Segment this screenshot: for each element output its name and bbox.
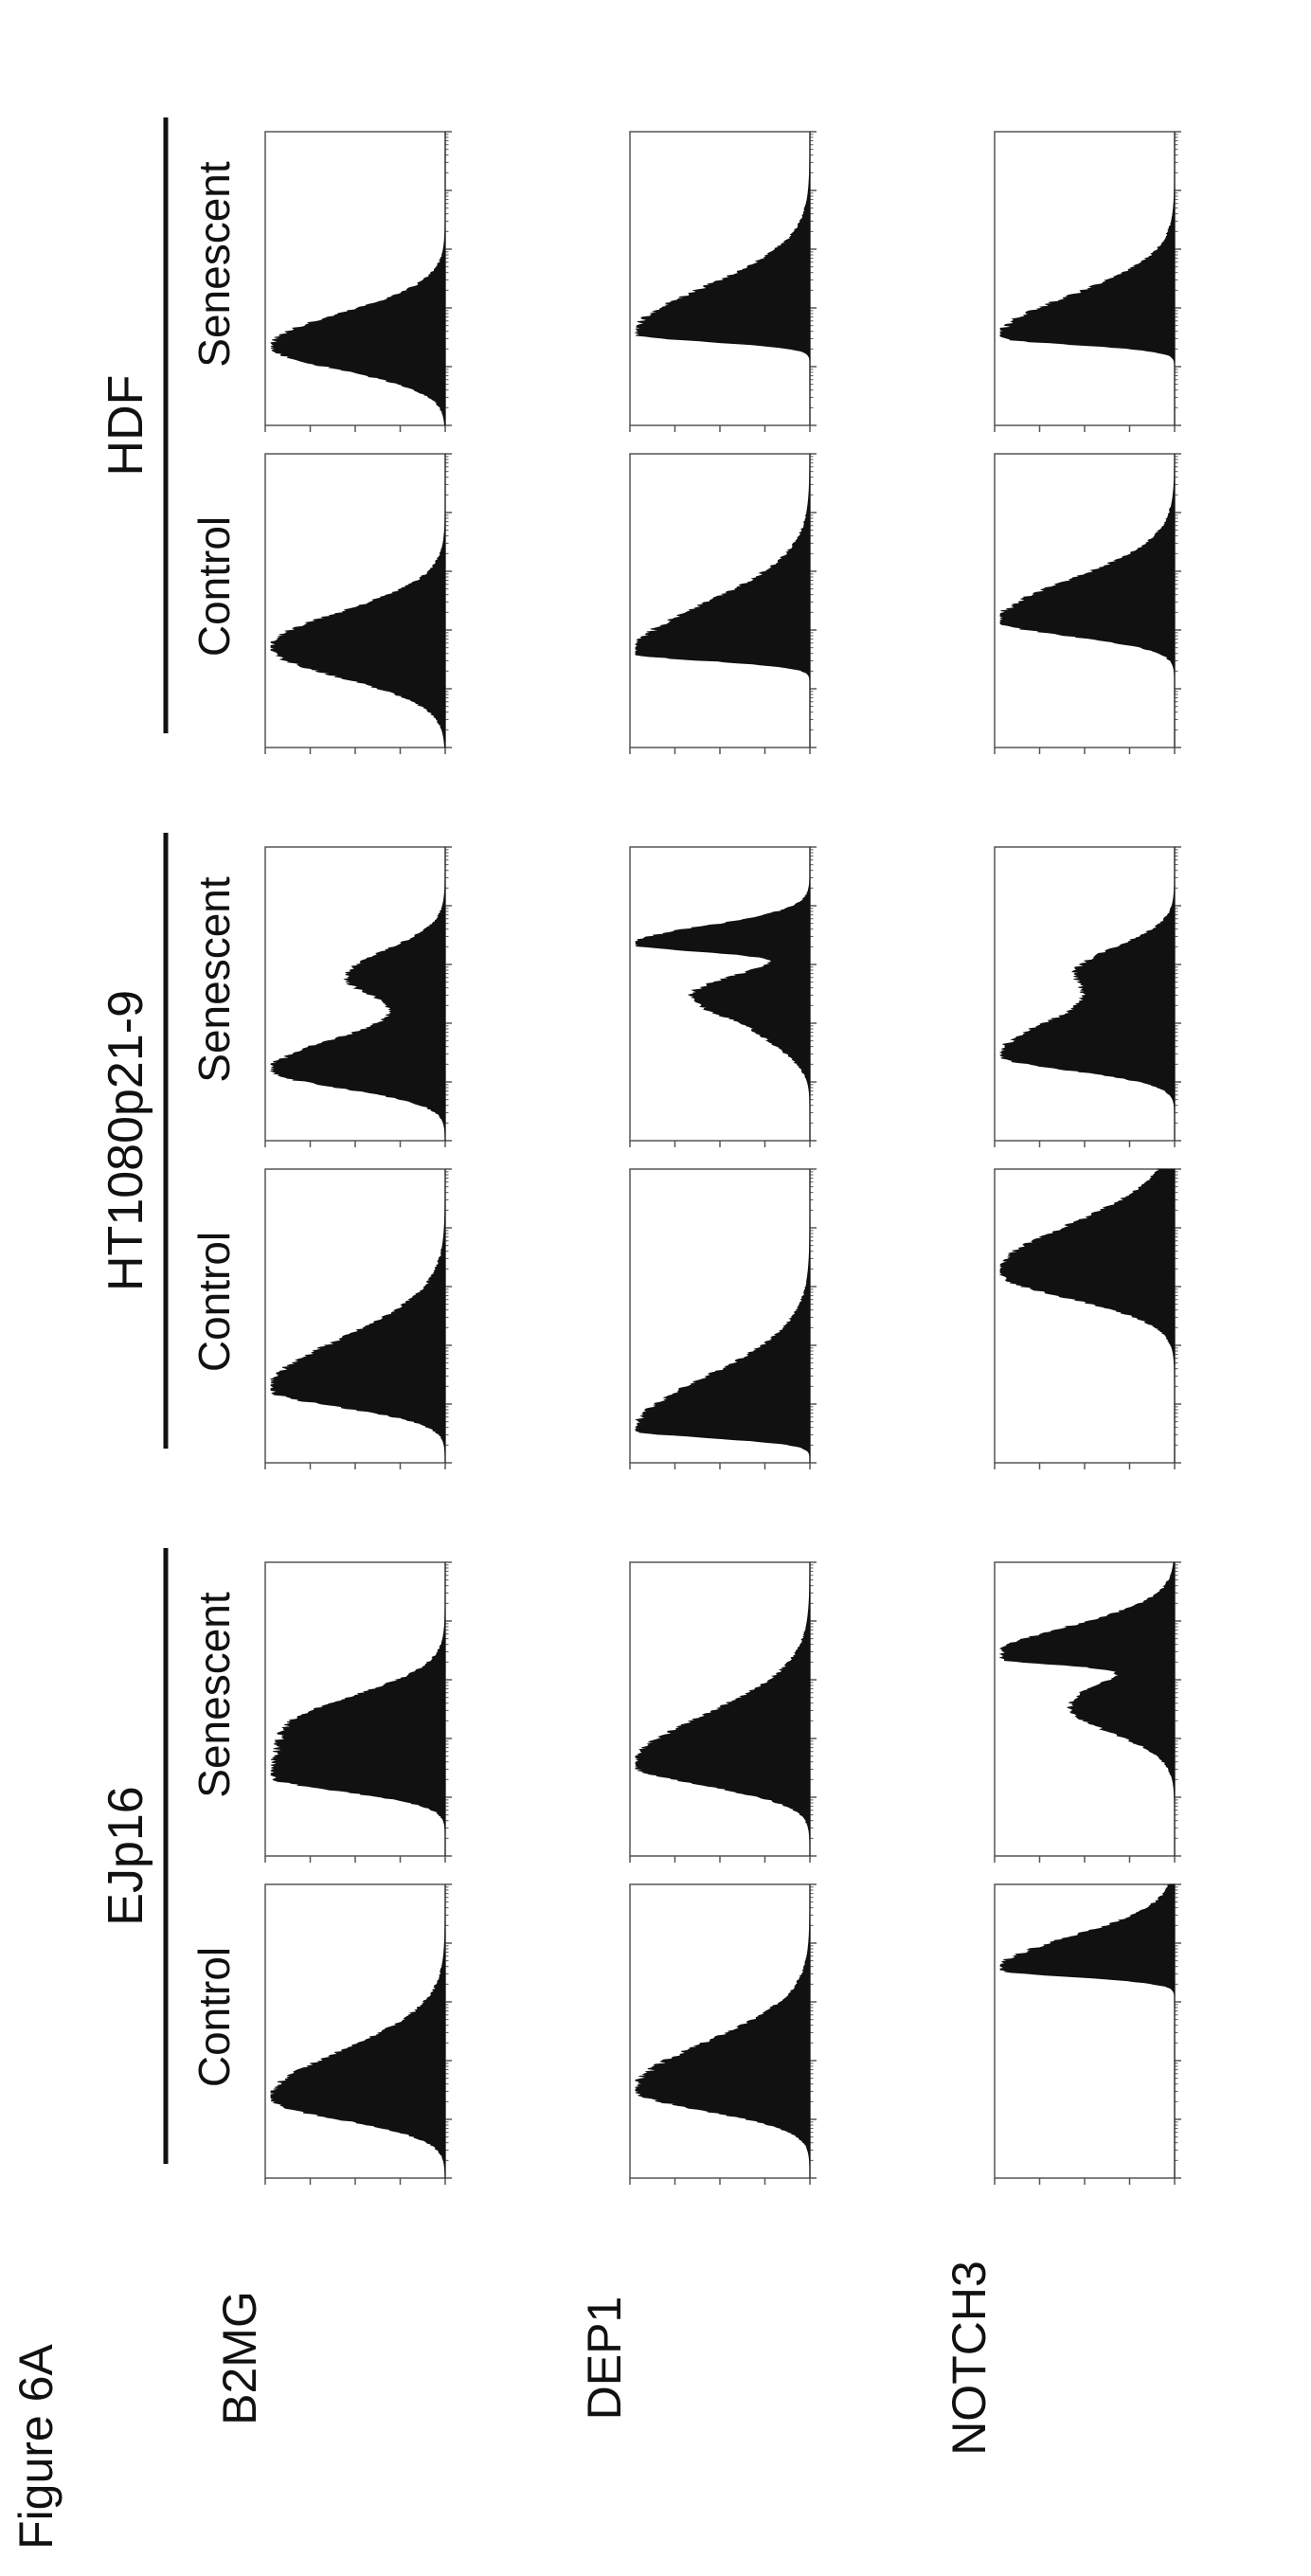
histogram-panel-b2mg-hdf-senescent bbox=[264, 131, 452, 432]
histogram-panel-dep1-ejp16-control bbox=[629, 1883, 817, 2185]
group-label-hdf: HDF bbox=[99, 375, 153, 477]
histogram-area bbox=[999, 1883, 1176, 2178]
histogram-panel-notch3-ejp16-senescent bbox=[994, 1561, 1181, 1863]
histogram-panel-notch3-ejp16-control bbox=[994, 1883, 1181, 2185]
histogram-panel-dep1-ht1080p21-9-senescent bbox=[629, 846, 817, 1147]
histogram-panel-b2mg-hdf-control bbox=[264, 453, 452, 754]
histogram-area bbox=[999, 453, 1176, 748]
histogram-panel-dep1-hdf-senescent bbox=[629, 131, 817, 432]
group-label-ejp16: EJp16 bbox=[99, 1786, 153, 1925]
histogram-area bbox=[270, 132, 446, 426]
histogram-panel-b2mg-ejp16-senescent bbox=[264, 1561, 452, 1863]
histogram-area bbox=[998, 847, 1176, 1141]
panels-layer bbox=[264, 131, 1181, 2185]
condition-label-ht1080-senescent: Senescent bbox=[189, 876, 239, 1083]
group-label-ht1080p21-9: HT1080p21-9 bbox=[99, 990, 153, 1291]
histogram-area bbox=[635, 1561, 811, 1856]
row-label-dep1: DEP1 bbox=[578, 2297, 631, 2421]
histogram-area bbox=[999, 132, 1176, 425]
condition-label-ejp16-senescent: Senescent bbox=[189, 1592, 239, 1798]
histogram-panel-notch3-hdf-senescent bbox=[994, 131, 1181, 432]
histogram-area bbox=[634, 1884, 811, 2178]
condition-label-ejp16-control: Control bbox=[189, 1947, 239, 2087]
condition-label-hdf-senescent: Senescent bbox=[189, 161, 239, 368]
histogram-area bbox=[998, 1168, 1176, 1463]
figure-label: Figure 6A bbox=[9, 2344, 63, 2549]
histogram-area bbox=[635, 847, 811, 1141]
row-label-b2mg: B2MG bbox=[213, 2291, 266, 2425]
histogram-area bbox=[270, 1884, 446, 2179]
histogram-panel-dep1-ejp16-senescent bbox=[629, 1561, 817, 1863]
histogram-area bbox=[270, 454, 446, 748]
histogram-area bbox=[635, 453, 811, 748]
histogram-area bbox=[270, 1562, 446, 1856]
histogram-panel-b2mg-ejp16-control bbox=[264, 1883, 452, 2185]
histogram-area bbox=[634, 132, 811, 425]
condition-label-hdf-control: Control bbox=[189, 516, 239, 657]
histogram-panel-b2mg-ht1080p21-9-senescent bbox=[264, 846, 452, 1147]
histogram-panel-b2mg-ht1080p21-9-control bbox=[264, 1168, 452, 1469]
histogram-panel-dep1-ht1080p21-9-control bbox=[629, 1168, 817, 1469]
histogram-area bbox=[269, 1169, 446, 1463]
histogram-panel-dep1-hdf-control bbox=[629, 453, 817, 754]
histogram-area bbox=[635, 1169, 811, 1463]
histogram-panel-notch3-hdf-control bbox=[994, 453, 1181, 754]
histogram-panel-notch3-ht1080p21-9-control bbox=[994, 1168, 1181, 1469]
row-label-notch3: NOTCH3 bbox=[943, 2261, 996, 2456]
histogram-area bbox=[998, 1561, 1176, 1856]
histogram-panel-notch3-ht1080p21-9-senescent bbox=[994, 846, 1181, 1147]
histogram-area bbox=[269, 847, 446, 1142]
condition-label-ht1080-control: Control bbox=[189, 1232, 239, 1372]
